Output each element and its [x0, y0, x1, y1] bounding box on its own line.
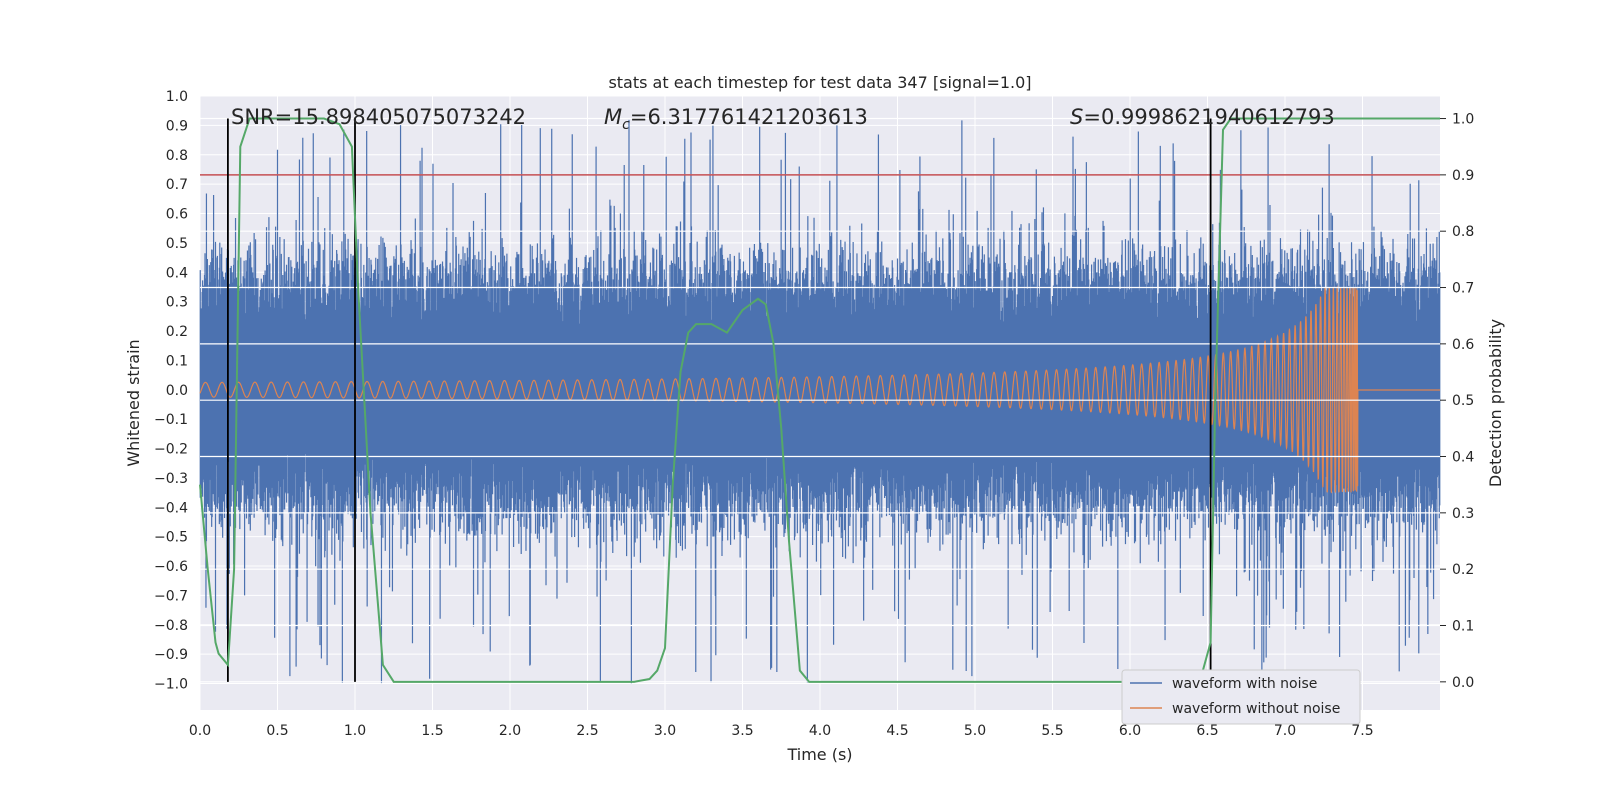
y-right-tick-label: 0.6 [1452, 337, 1474, 353]
x-tick-label: 2.0 [499, 723, 521, 739]
y-left-tick-label: −0.9 [154, 647, 188, 663]
y-left-tick-label: 0.6 [166, 207, 188, 223]
x-tick-label: 6.5 [1196, 723, 1218, 739]
x-tick-label: 1.0 [344, 723, 366, 739]
y-left-tick-label: 0.8 [166, 148, 188, 164]
significance-symbol: S [1070, 105, 1083, 129]
y-left-tick-label: 0.4 [166, 265, 188, 281]
y-left-tick-label: −0.3 [154, 471, 188, 487]
y-right-tick-label: 0.8 [1452, 224, 1474, 240]
chirp-mass-annotation: Mc=6.317761421203613 [604, 105, 868, 133]
significance-equals: = [1083, 105, 1101, 129]
y-left-tick-label: −0.1 [154, 412, 188, 428]
snr-prefix: SNR= [231, 105, 292, 129]
legend-box [1121, 669, 1361, 725]
x-tick-label: 3.5 [731, 723, 753, 739]
y-axis-label-left: Whitened strain [124, 339, 143, 466]
y-left-tick-label: −1.0 [154, 677, 188, 693]
snr-value: 15.898405075073242 [292, 105, 526, 129]
waveform-without-noise-line [199, 285, 1440, 494]
x-tick-label: 0.5 [266, 723, 288, 739]
y-left-tick-label: 0.9 [166, 118, 188, 134]
y-left-tick-label: −0.8 [154, 618, 188, 634]
y-left-tick-label: −0.4 [154, 500, 188, 516]
y-left-tick-label: 0.1 [166, 353, 188, 369]
y-left-tick-label: 0.5 [166, 236, 188, 252]
y-left-tick-label: 0.2 [166, 324, 188, 340]
x-tick-label: 7.0 [1274, 723, 1296, 739]
x-axis-label: Time (s) [786, 745, 852, 764]
y-left-tick-label: 0.0 [166, 383, 188, 399]
y-left-tick-label: −0.7 [154, 588, 188, 604]
legend-label-clean: waveform without noise [1172, 701, 1340, 717]
y-right-tick-label: 0.5 [1452, 393, 1474, 409]
legend-label-noise: waveform with noise [1172, 676, 1317, 692]
x-tick-label: 6.0 [1119, 723, 1141, 739]
significance-annotation: S=0.9998621940612793 [1070, 105, 1335, 129]
x-tick-label: 2.5 [576, 723, 598, 739]
x-tick-label: 7.5 [1351, 723, 1373, 739]
x-tick-label: 5.0 [964, 723, 986, 739]
y-left-tick-label: −0.6 [154, 559, 188, 575]
series-detection-probability [199, 117, 1440, 683]
chirp-mass-subscript: c [622, 117, 630, 133]
x-tick-label: 3.0 [654, 723, 676, 739]
y-right-tick-label: 1.0 [1452, 112, 1474, 128]
y-right-tick-label: 0.0 [1452, 675, 1474, 691]
y-left-tick-label: 1.0 [166, 89, 188, 105]
series-waveform-without-noise [199, 285, 1440, 494]
x-tick-label: 4.5 [886, 723, 908, 739]
significance-value: 0.9998621940612793 [1101, 105, 1335, 129]
y-right-tick-label: 0.4 [1452, 450, 1474, 466]
axes: 0.0 0.5 1.0 1.5 2.0 2.5 3.0 3.5 4.0 4.5 5.0 5.5 6.0 6… [154, 89, 1474, 739]
legend: waveform with noise waveform without noi… [1121, 669, 1361, 725]
y-axis-label-right: Detection probability [1486, 319, 1505, 487]
snr-annotation: SNR=15.898405075073242 [231, 105, 526, 129]
y-right-tick-label: 0.1 [1452, 619, 1474, 635]
y-right-tick-label: 0.3 [1452, 506, 1474, 522]
chirp-mass-symbol: M [604, 105, 622, 129]
y-left-tick-label: 0.7 [166, 177, 188, 193]
y-right-tick-label: 0.2 [1452, 562, 1474, 578]
x-tick-label: 4.0 [809, 723, 831, 739]
chirp-mass-number: 6.317761421203613 [647, 105, 867, 129]
chart-title: stats at each timestep for test data 347… [608, 73, 1031, 92]
x-tick-label: 5.5 [1041, 723, 1063, 739]
y-left-tick-label: −0.2 [154, 442, 188, 458]
detection-probability-line [199, 117, 1440, 683]
x-tick-label: 0.0 [189, 723, 211, 739]
x-tick-label: 1.5 [421, 723, 443, 739]
y-left-tick-label: −0.5 [154, 530, 188, 546]
y-right-tick-label: 0.9 [1452, 168, 1474, 184]
chirp-mass-value: = [630, 105, 648, 129]
y-left-tick-label: 0.3 [166, 295, 188, 311]
y-right-tick-label: 0.7 [1452, 281, 1474, 297]
